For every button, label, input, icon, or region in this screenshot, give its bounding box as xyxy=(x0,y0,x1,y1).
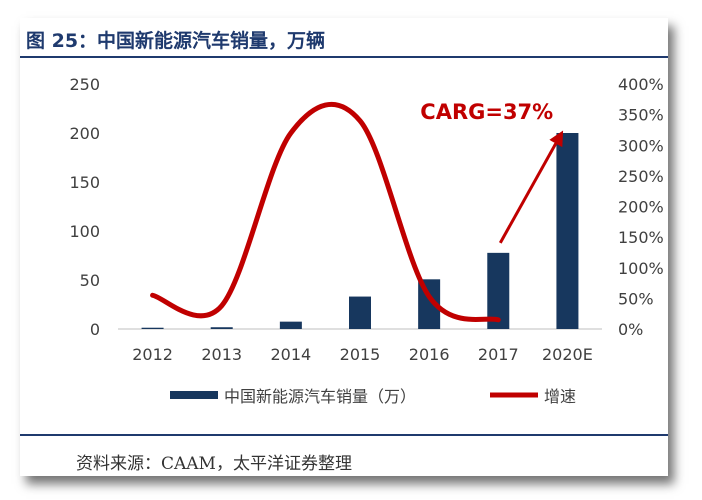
x-axis-tick-label: 2012 xyxy=(132,345,173,364)
title-divider xyxy=(20,56,668,58)
right-axis-tick-label: 50% xyxy=(618,289,654,308)
left-axis-tick-label: 200 xyxy=(69,124,100,143)
x-axis-tick-label: 2014 xyxy=(270,345,311,364)
sales-growth-chart: 0 50 100 150 200 250 0% 50% 100% 150% 200% 250% 300… xyxy=(69,75,664,406)
sales-bar xyxy=(141,327,164,329)
right-axis-tick-label: 400% xyxy=(618,75,664,94)
x-axis-tick-label: 2016 xyxy=(409,345,450,364)
legend-swatch-sales xyxy=(170,391,218,399)
sales-bar xyxy=(279,321,302,329)
right-axis-tick-label: 100% xyxy=(618,259,664,278)
report-figure-card: 图 25：中国新能源汽车销量，万辆 0 50 100 150 200 250 0% 50% 1… xyxy=(20,18,668,476)
sales-bar xyxy=(556,133,579,329)
source-note: 资料来源：CAAM，太平洋证券整理 xyxy=(76,454,352,474)
left-axis-tick-label: 150 xyxy=(69,173,100,192)
left-axis-tick-label: 250 xyxy=(69,75,100,94)
right-axis-tick-label: 0% xyxy=(618,320,643,339)
right-axis-tick-label: 350% xyxy=(618,106,664,125)
source-divider xyxy=(20,434,668,436)
right-axis-tick-label: 250% xyxy=(618,167,664,186)
sales-bar xyxy=(349,296,371,329)
x-axis-tick-label: 2015 xyxy=(340,345,381,364)
left-axis-tick-label: 0 xyxy=(90,320,100,339)
right-axis-tick-label: 150% xyxy=(618,228,664,247)
x-axis-tick-label: 2017 xyxy=(478,345,519,364)
right-axis-tick-label: 200% xyxy=(618,198,664,217)
left-axis-tick-label: 50 xyxy=(80,271,100,290)
legend-label-sales: 中国新能源汽车销量（万） xyxy=(224,387,416,406)
cagr-annotation: CARG=37% xyxy=(420,100,553,124)
x-axis-tick-label: 2020E xyxy=(542,345,593,364)
growth-rate-line xyxy=(150,101,501,323)
cagr-arrow xyxy=(498,130,564,244)
right-axis-tick-label: 300% xyxy=(618,136,664,155)
sales-bar xyxy=(487,252,510,329)
left-axis-tick-label: 100 xyxy=(69,222,100,241)
chart-legend: 中国新能源汽车销量（万） 增速 xyxy=(170,387,576,406)
figure-title: 图 25：中国新能源汽车销量，万辆 xyxy=(26,30,326,52)
legend-label-growth: 增速 xyxy=(544,387,576,406)
sales-bar xyxy=(210,327,233,329)
x-axis-tick-label: 2013 xyxy=(201,345,242,364)
